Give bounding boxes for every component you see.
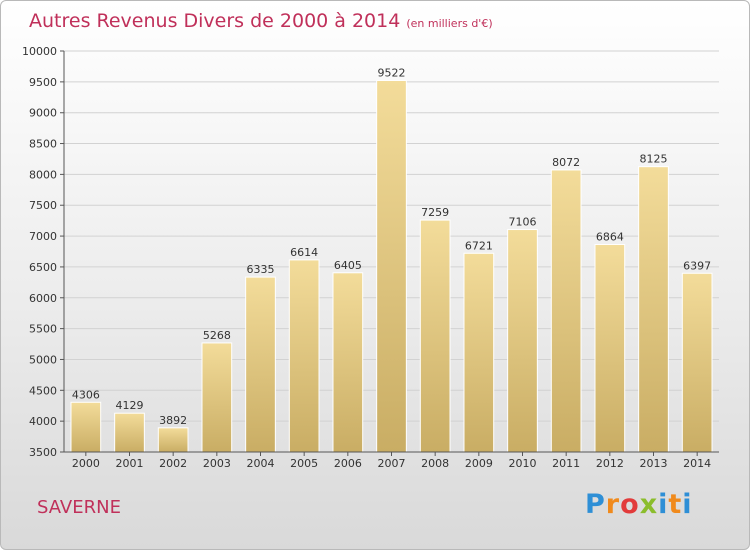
y-tick-label: 6500 (29, 261, 57, 274)
data-label-2013: 8125 (640, 153, 668, 166)
bars: 4306 4129 3892 5268 6335 6614 6405 9522 7259 6721… (70, 66, 713, 453)
y-tick-label: 5500 (29, 323, 57, 336)
y-tick-label: 5000 (29, 353, 57, 366)
bar-2006 (332, 272, 364, 453)
bar-2012 (594, 243, 626, 453)
x-tick-label: 2005 (290, 457, 318, 470)
y-tick-label: 7500 (29, 199, 57, 212)
x-tick-label: 2004 (247, 457, 275, 470)
y-tick-label: 8000 (29, 168, 57, 181)
y-tick-label: 6000 (29, 292, 57, 305)
data-label-2004: 6335 (247, 263, 275, 276)
x-tick-label: 2001 (116, 457, 144, 470)
chart-subtitle: (en milliers d'€) (406, 17, 493, 30)
y-tick-label: 3500 (29, 446, 57, 459)
y-axis: 3500 4000 4500 5000 5500 6000 6500 7000 7500 8000… (22, 45, 65, 459)
y-tick-label: 4000 (29, 415, 57, 428)
x-tick-label: 2008 (421, 457, 449, 470)
y-tick-label: 9000 (29, 107, 57, 120)
x-axis: 2000 2001 2002 2003 2004 2005 2006 2007 2008 2009… (64, 451, 719, 470)
data-label-2014: 6397 (683, 259, 711, 272)
x-tick-label: 2009 (465, 457, 493, 470)
bar-2008 (419, 219, 451, 453)
data-label-2009: 6721 (465, 239, 493, 252)
bar-2003 (201, 342, 233, 453)
y-tick-label: 4500 (29, 384, 57, 397)
y-tick-label: 7000 (29, 230, 57, 243)
data-label-2011: 8072 (552, 156, 580, 169)
data-label-2005: 6614 (290, 246, 318, 259)
bar-2009 (463, 252, 495, 453)
x-tick-label: 2013 (640, 457, 668, 470)
y-tick-label: 9500 (29, 76, 57, 89)
x-tick-label: 2002 (159, 457, 187, 470)
x-tick-label: 2003 (203, 457, 231, 470)
bar-2004 (245, 276, 276, 453)
x-tick-label: 2010 (509, 457, 537, 470)
data-label-2006: 6405 (334, 259, 362, 272)
data-label-2007: 9522 (378, 66, 406, 79)
data-label-2010: 7106 (509, 216, 537, 229)
bar-2007 (376, 79, 407, 453)
data-label-2002: 3892 (159, 414, 187, 427)
data-label-2000: 4306 (72, 388, 100, 401)
x-tick-label: 2012 (596, 457, 624, 470)
x-tick-label: 2011 (552, 457, 580, 470)
data-label-2008: 7259 (421, 206, 449, 219)
bar-2014 (681, 272, 713, 453)
chart-title-text: Autres Revenus Divers de 2000 à 2014 (29, 10, 401, 32)
chart-title: Autres Revenus Divers de 2000 à 2014 (en … (29, 10, 493, 32)
proxiti-logo: Proxiti (585, 489, 693, 520)
x-tick-label: 2000 (72, 457, 100, 470)
bar-2001 (114, 412, 145, 453)
x-tick-label: 2006 (334, 457, 362, 470)
x-tick-label: 2014 (683, 457, 711, 470)
place-name: SAVERNE (37, 497, 121, 518)
y-tick-label: 10000 (22, 45, 57, 58)
data-label-2012: 6864 (596, 230, 624, 243)
bar-2002 (157, 427, 189, 453)
bar-2000 (70, 401, 102, 453)
bar-2010 (507, 229, 538, 453)
data-label-2001: 4129 (116, 399, 144, 412)
bar-2005 (288, 259, 320, 453)
x-tick-label: 2007 (378, 457, 406, 470)
data-label-2003: 5268 (203, 329, 231, 342)
y-tick-label: 8500 (29, 138, 57, 151)
bar-2011 (550, 169, 582, 453)
bar-2013 (638, 166, 669, 453)
